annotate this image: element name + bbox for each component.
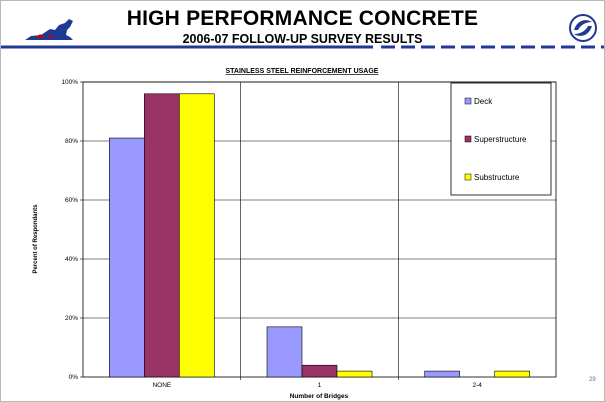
legend-label-substructure: Substructure <box>474 173 520 182</box>
legend-label-superstructure: Superstructure <box>474 135 527 144</box>
plot-area: 0% 20% 40% 60% 80% 100% NONE 1 2-4 Deck Superstruc… <box>61 79 557 389</box>
bar-superstructure-none <box>144 93 180 378</box>
dot-emblem-logo <box>569 14 597 42</box>
bar-deck-2-4 <box>424 370 460 378</box>
x-tick-label: 1 <box>318 382 322 389</box>
x-axis-label: Number of Bridges <box>290 393 349 400</box>
chart-title: STAINLESS STEEL REINFORCEMENT USAGE <box>226 68 379 75</box>
bar-deck-1 <box>266 326 303 378</box>
slide-subtitle: 2006-07 FOLLOW-UP SURVEY RESULTS <box>182 32 423 46</box>
x-tick-label: 2-4 <box>472 382 482 389</box>
header-dashed-rule <box>1 45 604 49</box>
legend-swatch-superstructure <box>464 135 472 143</box>
y-tick-label: 0% <box>69 374 79 381</box>
bar-substructure-none <box>179 93 215 378</box>
legend-swatch-substructure <box>464 173 472 181</box>
y-axis-label: Percent of Respondants <box>33 204 39 274</box>
y-tick-label: 20% <box>65 315 78 322</box>
bar-deck-none <box>109 137 145 378</box>
x-tick-label: NONE <box>152 382 171 389</box>
y-tick-label: 80% <box>65 138 78 145</box>
y-tick-label: 100% <box>61 79 78 86</box>
bar-superstructure-1 <box>301 364 338 378</box>
y-tick-label: 40% <box>65 256 78 263</box>
legend-swatch-deck <box>464 97 472 105</box>
virginia-state-logo <box>25 19 73 40</box>
slide-title: HIGH PERFORMANCE CONCRETE <box>126 7 479 30</box>
legend-label-deck: Deck <box>474 97 493 106</box>
page-number: 29 <box>589 377 596 383</box>
bar-substructure-1 <box>336 370 373 378</box>
slide-header: HIGH PERFORMANCE CONCRETE 2006-07 FOLLOW… <box>1 1 604 53</box>
bar-substructure-2-4 <box>494 370 530 378</box>
y-tick-label: 60% <box>65 197 78 204</box>
